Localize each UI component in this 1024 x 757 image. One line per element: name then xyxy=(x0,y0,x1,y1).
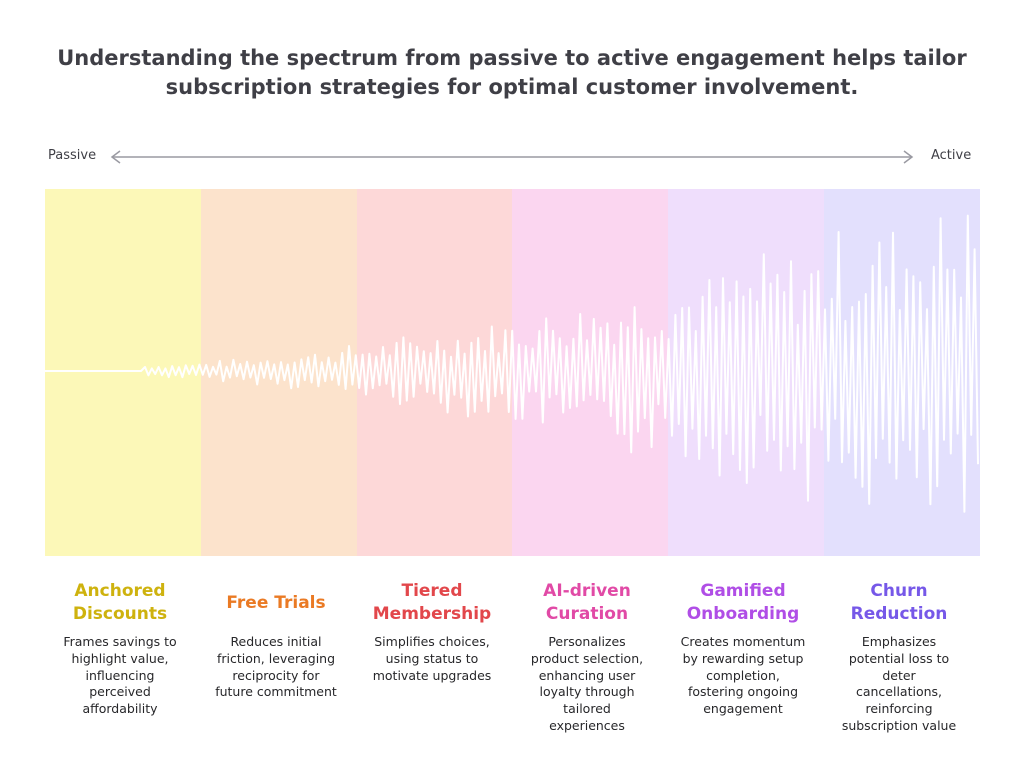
stage-title: Free Trials xyxy=(226,592,326,613)
axis-label-active: Active xyxy=(931,148,972,163)
passive-active-arrow xyxy=(110,150,914,164)
stage-description: Simplifies choices, using status to moti… xyxy=(372,634,492,683)
title-line-1: Understanding the spectrum from passive … xyxy=(57,46,967,70)
stage-description: Reduces initial friction, leveraging rec… xyxy=(215,634,337,700)
diagram-title: Understanding the spectrum from passive … xyxy=(0,44,1024,102)
stage-description: Emphasizes potential loss to deter cance… xyxy=(841,634,957,733)
stage-title: AI-driven Curation xyxy=(543,581,631,624)
stage-title: Gamified Onboarding xyxy=(686,581,800,624)
stage-gamified-onboarding: Gamified Onboarding Creates momentum by … xyxy=(668,580,818,718)
stage-ai-driven-curation: AI-driven Curation Personalizes product … xyxy=(512,580,662,735)
stage-anchored-discounts: Anchored Discounts Frames savings to hig… xyxy=(45,580,195,718)
axis-label-passive: Passive xyxy=(48,148,97,163)
stage-description: Frames savings to highlight value, influ… xyxy=(63,634,177,717)
engagement-waveform xyxy=(45,214,979,513)
stage-tiered-membership: Tiered Membership Simplifies choices, us… xyxy=(357,580,507,684)
stage-title: Churn Reduction xyxy=(850,581,948,624)
stage-description: Creates momentum by rewarding setup comp… xyxy=(680,634,806,717)
stage-description: Personalizes product selection, enhancin… xyxy=(530,634,644,733)
stage-title: Anchored Discounts xyxy=(72,581,168,624)
stage-churn-reduction: Churn Reduction Emphasizes potential los… xyxy=(824,580,974,735)
stage-title: Tiered Membership xyxy=(372,581,492,624)
stage-free-trials: Free Trials Reduces initial friction, le… xyxy=(201,580,351,701)
title-line-2: subscription strategies for optimal cust… xyxy=(165,75,859,99)
waveform-line xyxy=(45,214,979,513)
